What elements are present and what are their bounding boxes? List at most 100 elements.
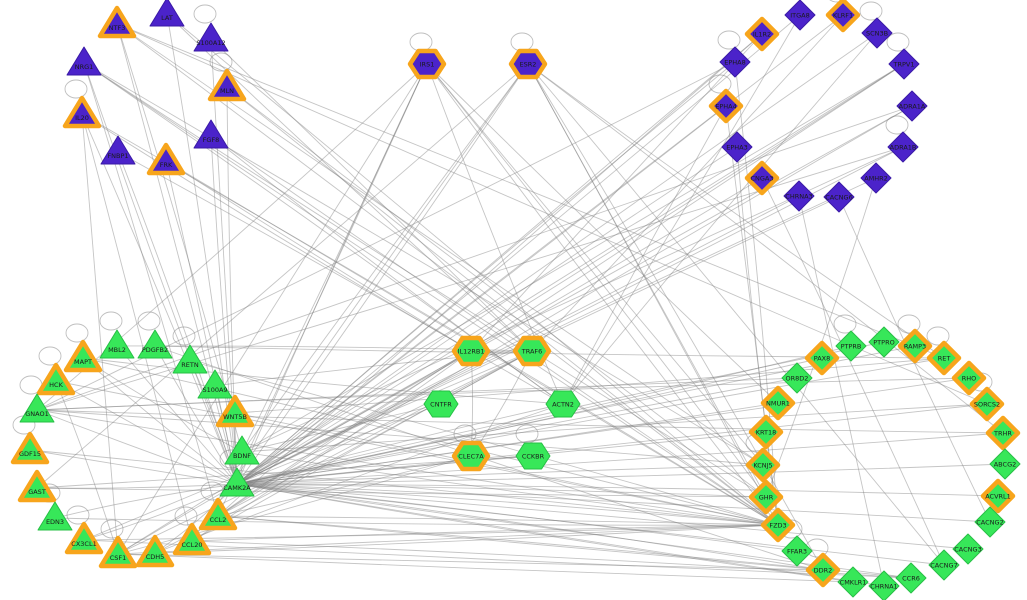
edge-ESR2-CACNG7	[527, 63, 945, 566]
edge-CAMK2A-NMUR1	[236, 402, 779, 485]
diamond-shape	[719, 46, 751, 78]
diamond-shape	[825, 0, 861, 33]
triangle-shape	[172, 522, 212, 556]
edge-IRS1-BDNF	[241, 63, 428, 453]
edge-GDF15-FZD3	[29, 449, 779, 526]
self-loop-RAMP3	[897, 314, 921, 334]
edge-CAMK2A-CACNG2	[236, 483, 991, 523]
node-ESR2[interactable]: ESR2	[508, 48, 548, 80]
node-IL12RB1[interactable]: IL12RB1	[451, 335, 491, 367]
diamond-shape	[781, 535, 813, 567]
diamond-shape	[896, 90, 928, 122]
self-loop-TRPV1	[886, 32, 910, 52]
edge-IRS1-NMUR1	[426, 63, 779, 404]
edge-CNTFR-CAMK2A	[236, 403, 442, 485]
diamond-shape	[804, 340, 840, 376]
edge-CCL2-FZD3	[217, 515, 779, 526]
triangle-shape	[135, 534, 175, 568]
hexagon-shape	[545, 390, 581, 418]
edge-HCK-CSF1	[55, 380, 119, 555]
edge-GAST-CAMK2A	[36, 483, 238, 489]
hexagon-shape	[512, 335, 552, 367]
edge-GNAO1-RHO	[36, 377, 970, 411]
edge-CAMK2A-RET	[236, 357, 945, 485]
triangle-shape	[219, 467, 255, 497]
diamond-shape	[721, 131, 753, 163]
edge-PDGFB2-CAMK2A	[154, 345, 238, 485]
diamond-shape	[969, 386, 1005, 422]
node-IRS1[interactable]: IRS1	[407, 48, 447, 80]
edge-ESR2-DDR2	[527, 63, 824, 571]
triangle-shape	[198, 497, 238, 531]
edge-CAMK2A-DDR2	[236, 483, 824, 571]
diamond-shape	[744, 16, 780, 52]
edge-IRS1-FZD3	[426, 63, 779, 526]
triangle-shape	[207, 68, 247, 102]
triangle-shape	[193, 119, 229, 149]
hexagon-shape	[407, 48, 447, 80]
triangle-shape	[37, 501, 73, 531]
edge-IL1R2-CAMK2A	[236, 33, 763, 485]
edge-NRG1-ACTN2	[83, 62, 564, 405]
diamond-shape	[897, 328, 933, 364]
self-loop-CX3CL1	[66, 505, 90, 525]
edge-IRS1-CSF1	[117, 63, 428, 555]
triangle-shape	[10, 431, 50, 465]
diamond-shape	[760, 385, 796, 421]
edge-ITGA8-ACTN2	[562, 14, 801, 405]
edge-CHRNA3-CAMK2A	[236, 195, 800, 485]
edge-FNBP1-ACTN2	[117, 151, 564, 405]
edge-LAT-TRAF6	[166, 13, 533, 352]
self-loop-MBL2	[99, 311, 123, 331]
diamond-shape	[748, 414, 784, 450]
triangle-shape	[17, 469, 57, 503]
edge-NRG1-CAMK2A	[83, 62, 238, 485]
edge-AMHR2-GHR	[765, 177, 877, 498]
diamond-shape	[783, 180, 815, 212]
edge-CSF1-DDR2	[117, 553, 824, 571]
edge-NRG1-FZD3	[83, 62, 779, 526]
triangle-shape	[100, 135, 136, 165]
edge-CAMK2A-PAX8	[236, 357, 823, 485]
edge-ADRA1A-GNAO1	[36, 105, 913, 411]
edge-ESR2-TRHR	[527, 63, 1004, 434]
edge-ESR2-BDNF	[241, 63, 529, 453]
triangle-shape	[98, 535, 138, 569]
triangle-shape	[19, 393, 55, 423]
edge-ITGA8-CAMK2A	[236, 14, 801, 485]
self-loop-layer	[12, 0, 993, 558]
edge-MAPT-CAMK2A	[82, 357, 238, 485]
diamond-shape	[928, 549, 960, 581]
self-loop-MAPT	[65, 323, 89, 343]
diamond-shape	[895, 562, 927, 594]
edge-GNAO1-FZD3	[36, 409, 779, 526]
edge-CAMK2A-KCNJ5	[236, 464, 764, 485]
edge-IL20-CCL20	[81, 113, 193, 542]
diamond-shape	[861, 17, 893, 49]
edge-CAMK2A-CHRNA1	[236, 483, 885, 587]
diamond-shape	[868, 326, 900, 358]
edge-FRK-IL12RB1	[165, 160, 472, 352]
edge-CAMK2A-CACNG3	[236, 483, 969, 550]
diamond-shape	[805, 552, 841, 588]
edge-ESR2-GHR	[527, 63, 767, 498]
edge-ESR2-CAMK2A	[236, 63, 529, 485]
triangle-shape	[99, 329, 135, 359]
edge-CDH5-FZD3	[154, 524, 779, 554]
edge-FGF8-CAMK2A	[210, 135, 238, 485]
node-CLEC7A[interactable]: CLEC7A	[451, 440, 491, 472]
diamond-shape	[760, 507, 796, 543]
edge-PDGFB2-DDR2	[154, 345, 824, 571]
edge-TRPV1-CAMK2A	[236, 63, 905, 485]
edge-CAMK2A-ACVRL1	[236, 483, 999, 497]
edge-WNT5B-RET	[234, 357, 945, 414]
node-TRAF6[interactable]: TRAF6	[512, 335, 552, 367]
self-loop-RETN	[172, 326, 196, 346]
triangle-shape	[62, 95, 102, 129]
edge-SCN3B-CAMK2A	[236, 32, 878, 485]
triangle-shape	[193, 22, 229, 52]
edge-GDF15-CAMK2A	[29, 449, 238, 485]
self-loop-S100A12	[193, 4, 217, 24]
